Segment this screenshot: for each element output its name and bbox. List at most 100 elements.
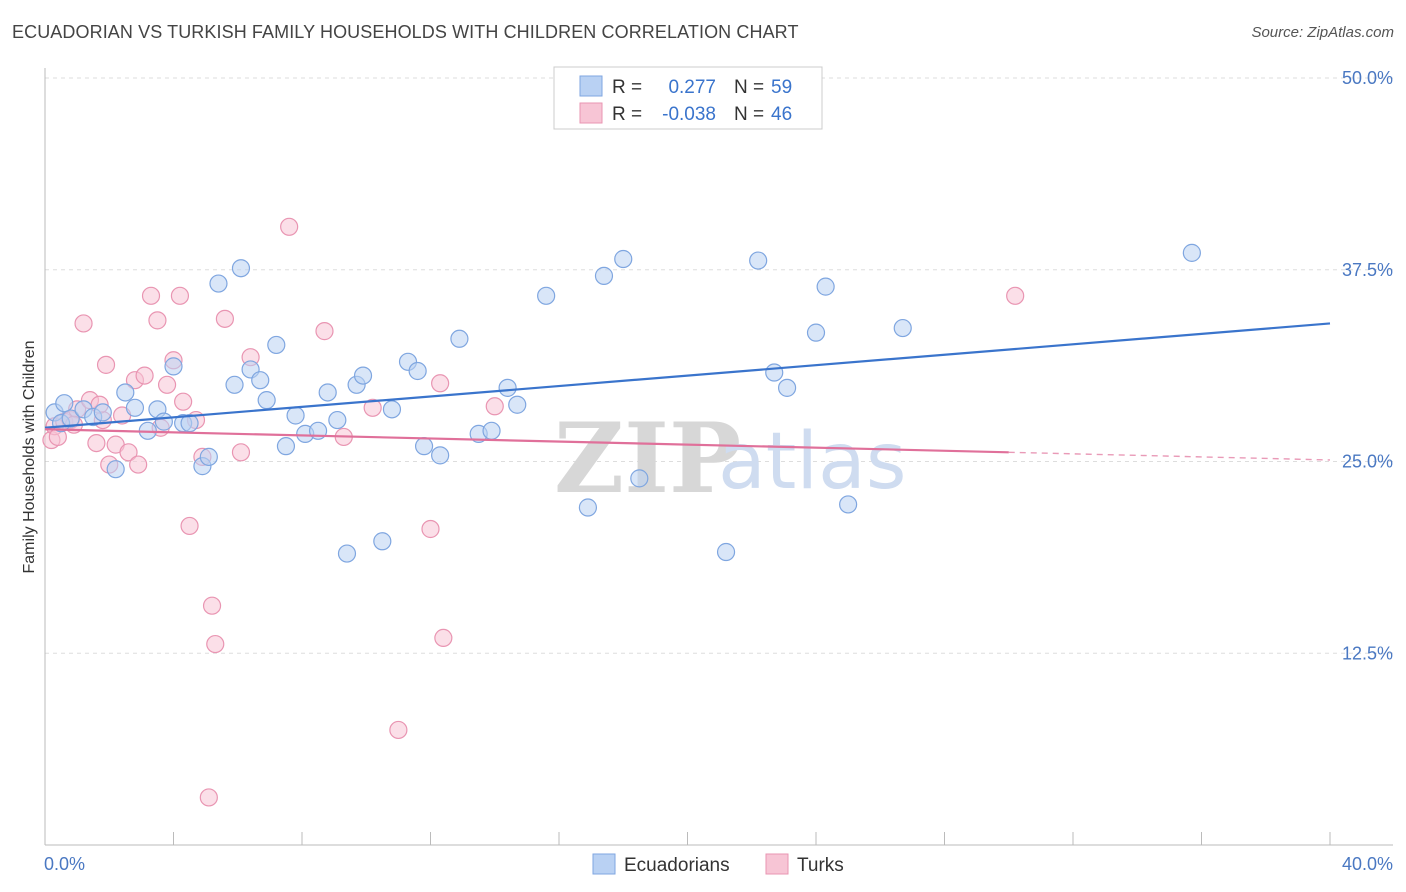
turks-point <box>174 392 193 411</box>
source-credit: Source: ZipAtlas.com <box>1251 24 1394 41</box>
ecuadorians-swatch <box>579 75 603 97</box>
turks-r-value: -0.038 <box>662 104 716 125</box>
ecuadorians-point <box>578 498 598 517</box>
ecuadorians-point <box>382 400 402 419</box>
legend-turks-label: Turks <box>797 855 844 876</box>
ecuadorians-point <box>373 532 392 551</box>
turks-point <box>74 314 93 333</box>
x-tick-label-max: 40.0% <box>1342 854 1393 874</box>
ecuadorians-point <box>431 446 450 465</box>
ecuadorians-point <box>199 447 218 466</box>
ecuadorians-point <box>267 335 286 355</box>
turks-trend-line <box>44 428 1009 454</box>
ecuadorians-point <box>498 378 517 397</box>
ecuadorians-point <box>816 277 835 296</box>
ecuadorians-point <box>251 371 270 390</box>
series-legend: Ecuadorians Turks <box>592 853 844 876</box>
turks-swatch <box>579 102 603 124</box>
ecuadorians-point <box>594 266 614 285</box>
stats-legend: R = 0.277 N = 59 R = -0.038 N = 46 <box>553 66 823 130</box>
ecuadorians-point <box>508 395 527 414</box>
y-tick-label: 25.0% <box>1342 452 1393 472</box>
turks-point <box>170 286 190 305</box>
ecuadorians-point <box>164 357 183 376</box>
ecuadorians-n-label: N = <box>734 77 764 98</box>
watermark-zip: ZIP <box>554 402 741 515</box>
ecuadorians-point <box>482 421 501 440</box>
x-axis-ticks <box>173 832 1331 845</box>
turks-point <box>157 375 177 394</box>
ecuadorians-point <box>450 329 469 348</box>
ecuadorians-point <box>1182 243 1201 262</box>
ecuadorians-point <box>806 323 826 342</box>
ecuadorians-point <box>276 437 296 456</box>
turks-point <box>231 443 251 462</box>
ecuadorians-r-label: R = <box>612 77 642 98</box>
y-tick-label: 50.0% <box>1342 68 1393 88</box>
ecuadorians-point <box>716 542 736 562</box>
turks-point <box>206 634 225 654</box>
ecuadorians-point <box>749 251 768 270</box>
turks-point <box>280 217 299 236</box>
ecuadorians-point <box>93 403 112 422</box>
chart-title: ECUADORIAN VS TURKISH FAMILY HOUSEHOLDS … <box>12 22 799 42</box>
legend-ecuadorians-label: Ecuadorians <box>624 855 730 876</box>
x-tick-label-min: 0.0% <box>44 854 85 874</box>
turks-point <box>87 433 106 453</box>
turks-point <box>180 516 199 536</box>
y-tick-labels: 12.5% 25.0% 37.5% 50.0% <box>1342 68 1393 663</box>
ecuadorians-point <box>286 406 305 425</box>
ecuadorians-point <box>337 544 357 563</box>
ecuadorians-point <box>353 366 373 385</box>
ecuadorians-point <box>318 383 337 402</box>
turks-point <box>315 322 334 341</box>
turks-point <box>135 366 154 385</box>
turks-point <box>199 788 218 807</box>
y-tick-label: 12.5% <box>1342 643 1393 663</box>
turks-point <box>148 311 167 330</box>
turks-point <box>363 398 382 417</box>
turks-point <box>431 374 450 393</box>
legend-ecuadorians-swatch <box>592 853 616 875</box>
turks-point <box>215 309 234 328</box>
ecuadorians-point <box>777 378 797 397</box>
ecuadorians-point <box>231 259 251 278</box>
ecuadorians-trend-line <box>44 322 1331 429</box>
turks-point <box>119 443 138 462</box>
ecuadorians-point <box>209 274 228 293</box>
ecuadorians-point <box>765 363 784 382</box>
turks-point <box>1006 286 1025 305</box>
ecuadorians-point <box>414 437 434 456</box>
gridlines <box>45 77 1393 654</box>
ecuadorians-point <box>537 286 556 305</box>
legend-turks-swatch <box>765 853 789 875</box>
turks-r-label: R = <box>612 104 642 125</box>
ecuadorians-point <box>61 409 80 428</box>
y-axis-label: Family Households with Children <box>21 341 38 574</box>
turks-point <box>141 286 161 305</box>
ecuadorians-point <box>106 460 125 479</box>
watermark-atlas: atlas <box>718 417 907 507</box>
ecuadorians-point <box>614 249 633 269</box>
ecuadorians-n-value: 59 <box>771 77 792 98</box>
ecuadorians-point <box>125 398 145 417</box>
ecuadorians-point <box>328 410 347 430</box>
turks-trend-extension <box>1008 451 1331 461</box>
turks-point <box>389 720 408 740</box>
turks-n-value: 46 <box>771 104 792 125</box>
ecuadorians-point <box>225 375 244 394</box>
turks-point <box>202 596 222 615</box>
ecuadorians-point <box>116 383 135 402</box>
turks-points <box>42 217 1025 807</box>
ecuadorians-point <box>839 495 858 514</box>
ecuadorians-point <box>257 391 276 410</box>
ecuadorians-point <box>154 412 173 431</box>
turks-point <box>96 355 116 374</box>
ecuadorians-point <box>408 361 427 381</box>
ecuadorians-point <box>630 469 649 488</box>
turks-point <box>434 628 453 648</box>
turks-point <box>421 519 440 539</box>
trend-lines <box>44 322 1331 461</box>
turks-point <box>129 455 148 474</box>
ecuadorians-point <box>893 318 912 338</box>
